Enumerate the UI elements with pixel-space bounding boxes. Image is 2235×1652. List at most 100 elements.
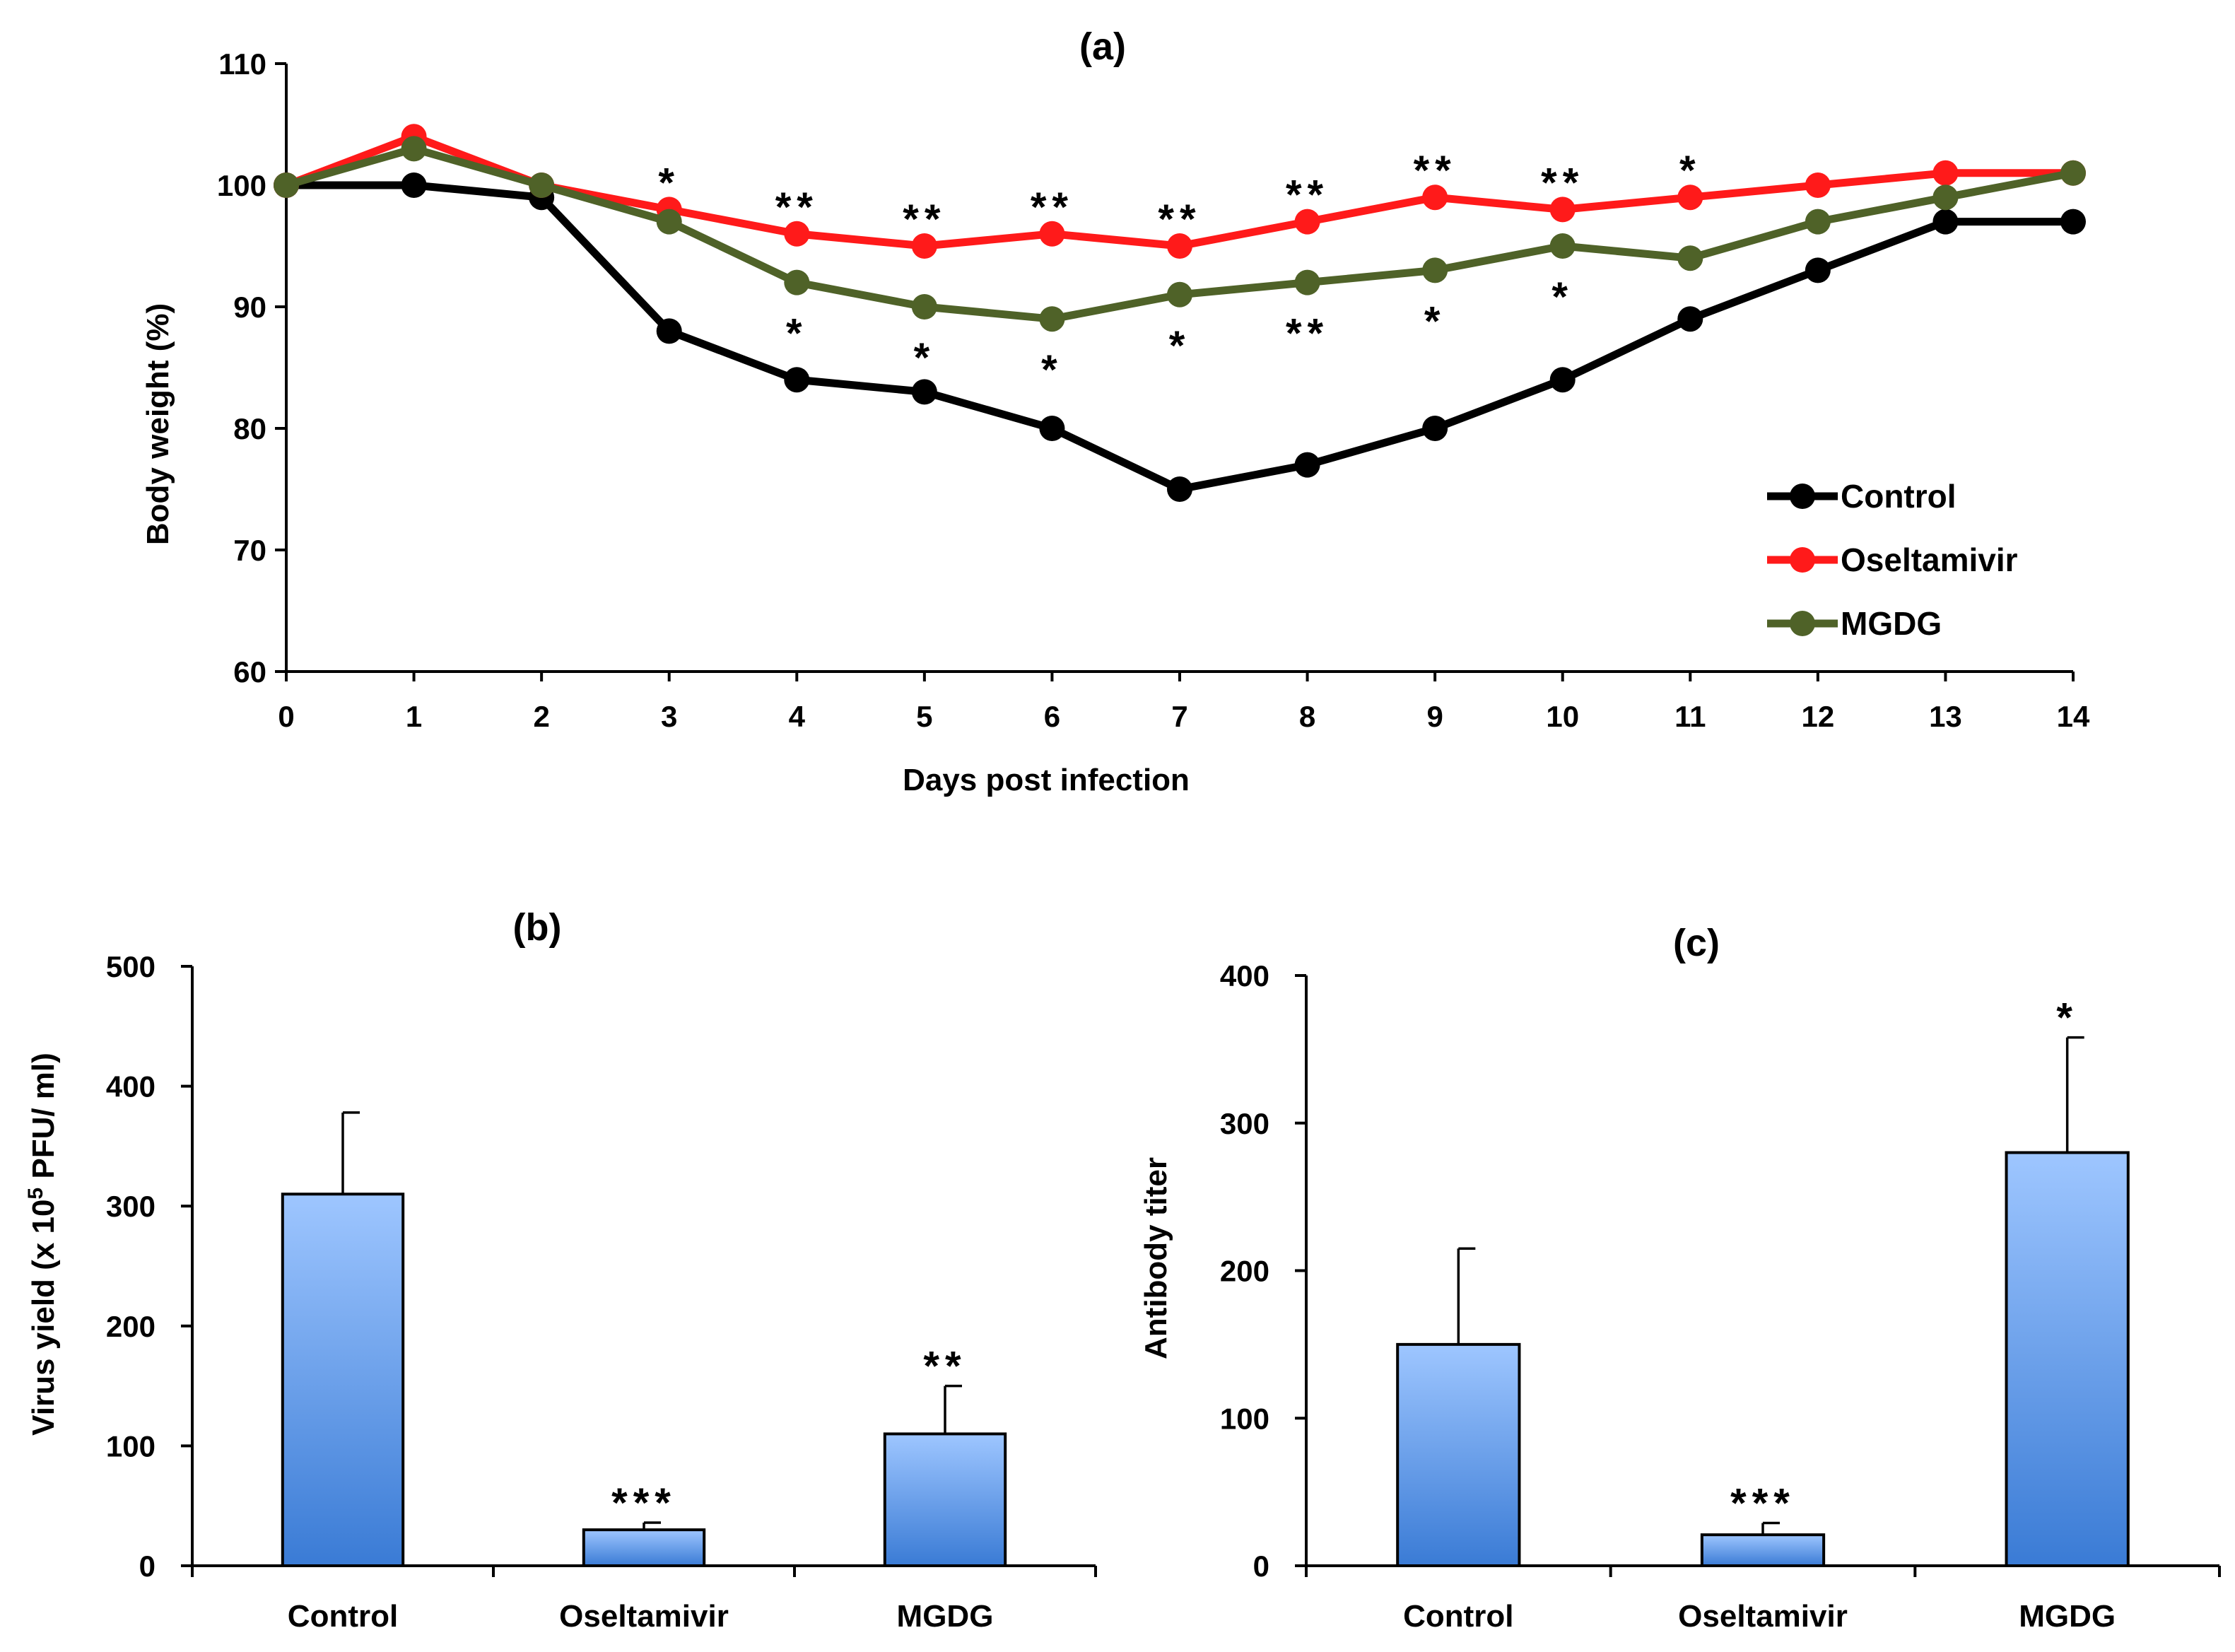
chart-b-ylabel-prefix: Virus yield (x 10 [26, 1200, 61, 1436]
data-point-mgdg [784, 269, 810, 295]
data-point-oseltamivir [1677, 184, 1703, 211]
chart-a-title: (a) [1079, 25, 1126, 68]
chart-a-annotations: *** ** ** ****** ** *** ** ** ** [658, 148, 1701, 393]
significance-star-lower: ** [1286, 311, 1329, 357]
legend-label-oseltamivir: Oseltamivir [1841, 541, 2018, 578]
data-point-oseltamivir [1294, 209, 1320, 235]
significance-star-lower: * [1551, 274, 1573, 320]
chart-b-significance-oseltamivir: *** [611, 1480, 676, 1526]
chart-a-x-tick-label: 14 [2057, 700, 2090, 733]
chart-a-body-weight: (a) Days post infection Body weight (%) … [141, 25, 2090, 797]
legend-label-mgdg: MGDG [1841, 605, 1942, 642]
chart-a-y-tick-label: 60 [233, 655, 266, 689]
data-point-control [1677, 306, 1703, 332]
chart-c-significance-mgdg: * [2056, 995, 2078, 1041]
chart-a-x-tick-label: 9 [1426, 700, 1443, 733]
data-point-mgdg [274, 172, 299, 198]
chart-a-x-tick-label: 6 [1044, 700, 1060, 733]
chart-c-y-tick-label: 0 [1253, 1550, 1269, 1583]
legend-swatch-marker-control [1790, 484, 1815, 509]
chart-a-y-tick-label: 90 [233, 291, 266, 324]
chart-c-bar-mgdg [2005, 1151, 2130, 1567]
data-point-mgdg [1039, 306, 1065, 332]
chart-a-y-tick-label: 70 [233, 534, 266, 567]
legend-label-control: Control [1841, 478, 1957, 515]
data-point-mgdg [1167, 281, 1192, 307]
data-point-control [911, 379, 937, 405]
chart-a-y-tick-label: 80 [233, 412, 266, 445]
data-point-oseltamivir [1549, 197, 1576, 223]
chart-c-y-tick-label: 100 [1220, 1402, 1269, 1435]
chart-b-ylabel-suffix: PFU/ ml) [26, 1053, 61, 1188]
significance-star-upper: ** [1286, 172, 1329, 218]
significance-star-upper: ** [1414, 148, 1457, 194]
chart-a-x-tick-label: 7 [1171, 700, 1187, 733]
chart-b-significance-mgdg: ** [923, 1344, 966, 1390]
chart-c-bar-control [1396, 1342, 1521, 1567]
significance-star-upper: * [658, 160, 680, 206]
significance-star-upper: ** [903, 197, 946, 242]
chart-c-y-tick-label: 200 [1220, 1255, 1269, 1288]
data-point-control [1805, 257, 1831, 283]
chart-c-significance-oseltamivir: *** [1730, 1480, 1795, 1526]
significance-star-lower: * [1169, 323, 1191, 369]
chart-a-x-tick-label: 0 [278, 700, 294, 733]
data-point-mgdg [1932, 184, 1959, 211]
chart-a-x-tick-label: 11 [1674, 700, 1706, 733]
chart-b-y-tick-label: 100 [106, 1429, 156, 1463]
data-point-control [1294, 452, 1320, 478]
chart-c-bars: Control *** Oseltamivir * MGDG [1396, 995, 2130, 1634]
chart-a-x-tick-label: 8 [1299, 700, 1315, 733]
chart-c-bar-oseltamivir [1700, 1533, 1826, 1568]
data-point-control [2060, 209, 2086, 235]
data-point-mgdg [401, 136, 427, 162]
chart-b-bars: Control *** Oseltamivir ** MGDG [281, 1111, 1007, 1634]
data-point-mgdg [1805, 209, 1831, 235]
chart-c-y-tick-label: 300 [1220, 1107, 1269, 1140]
data-point-control [784, 367, 810, 393]
significance-star-lower: * [914, 335, 936, 381]
chart-a-x-tick-label: 2 [533, 700, 549, 733]
data-point-oseltamivir [1039, 221, 1065, 247]
chart-c-y-tick-label: 400 [1220, 959, 1269, 992]
data-point-control [401, 172, 427, 198]
significance-star-upper: ** [1158, 197, 1201, 242]
chart-b-y-tick-label: 300 [106, 1190, 156, 1223]
chart-b-y-tick-label: 500 [106, 950, 156, 983]
chart-b-bar-control [281, 1193, 405, 1567]
chart-a-x-tick-label: 4 [789, 700, 806, 733]
chart-c-title: (c) [1673, 922, 1720, 964]
chart-a-x-axis-label: Days post infection [903, 763, 1190, 797]
chart-a-x-tick-label: 5 [916, 700, 932, 733]
significance-star-upper: ** [1031, 184, 1074, 230]
chart-b-category-label: Control [288, 1599, 398, 1634]
chart-b-category-label: Oseltamivir [559, 1599, 729, 1634]
chart-b-virus-yield: (b) Virus yield (x 105 PFU/ ml) 0 100 200 3… [24, 906, 1097, 1634]
chart-a-series [274, 124, 2086, 502]
chart-a-x-tick-label: 3 [661, 700, 677, 733]
significance-star-upper: * [1679, 148, 1701, 194]
chart-b-y-axis-label: Virus yield (x 105 PFU/ ml) [24, 1053, 61, 1436]
chart-a-x-tick-label: 1 [406, 700, 422, 733]
chart-c-y-axis-label: Antibody titer [1139, 1157, 1173, 1359]
chart-b-bar-oseltamivir [582, 1528, 706, 1568]
data-point-control [1039, 416, 1065, 441]
chart-a-y-axis-label: Body weight (%) [141, 303, 175, 545]
significance-star-lower: * [1041, 347, 1063, 393]
chart-b-y-tick-label: 200 [106, 1310, 156, 1343]
chart-b-bar-mgdg [883, 1432, 1007, 1567]
chart-b-title: (b) [513, 906, 562, 949]
data-point-mgdg [911, 294, 937, 320]
chart-a-legend: Control Oseltamivir MGDG [1767, 478, 2018, 642]
chart-c-category-label: Oseltamivir [1678, 1599, 1848, 1634]
legend-swatch-marker-oseltamivir [1790, 547, 1815, 573]
data-point-oseltamivir [784, 221, 810, 247]
legend-swatch-marker-mgdg [1790, 611, 1815, 636]
significance-star-upper: ** [1541, 160, 1584, 206]
data-point-mgdg [529, 172, 555, 198]
data-point-control [656, 318, 682, 344]
significance-star-lower: * [786, 311, 808, 357]
chart-b-y-tick-label: 400 [106, 1070, 156, 1103]
chart-b-ylabel-sup: 5 [24, 1188, 47, 1200]
data-point-control [1167, 476, 1192, 502]
